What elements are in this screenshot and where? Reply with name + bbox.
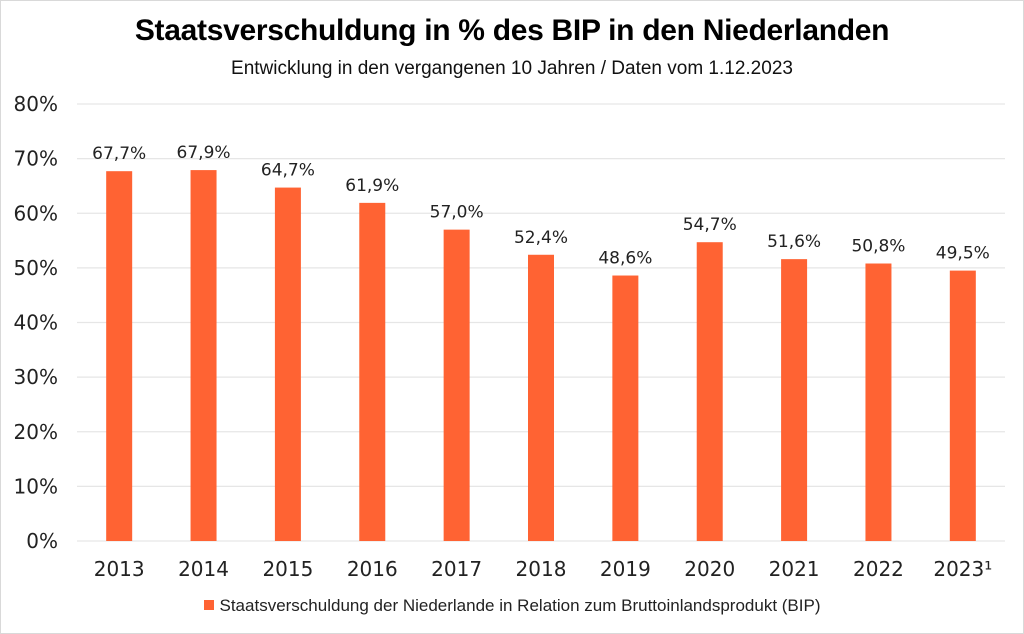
y-tick-label: 80% xyxy=(14,92,58,116)
x-tick-label: 2021 xyxy=(769,557,820,581)
data-label: 49,5% xyxy=(936,244,990,264)
y-tick-label: 40% xyxy=(14,311,58,335)
x-tick-label: 2018 xyxy=(516,557,567,581)
y-tick-label: 60% xyxy=(14,201,58,225)
bar xyxy=(274,187,301,542)
bar xyxy=(612,275,639,541)
bar xyxy=(949,270,976,541)
y-tick-label: 30% xyxy=(14,365,58,389)
data-labels: 67,7% 67,9% 64,7% 61,9% 57,0% 52,4% 48,6% 54,7%… xyxy=(92,143,990,268)
data-label: 50,8% xyxy=(851,237,905,257)
y-tick-label: 50% xyxy=(14,256,58,280)
chart-subtitle: Entwicklung in den vergangenen 10 Jahren… xyxy=(231,58,793,79)
x-tick-label: 2020 xyxy=(684,557,735,581)
data-label: 48,6% xyxy=(598,249,652,269)
x-tick-label: 2023¹ xyxy=(933,557,992,581)
bar xyxy=(865,263,892,541)
x-tick-label: 2022 xyxy=(853,557,904,581)
x-tick-label: 2014 xyxy=(178,557,229,581)
chart-title: Staatsverschuldung in % des BIP in den N… xyxy=(134,14,890,47)
bar xyxy=(781,259,808,541)
x-tick-label: 2013 xyxy=(94,557,145,581)
x-tick-label: 2019 xyxy=(600,557,651,581)
x-tick-label: 2016 xyxy=(347,557,398,581)
bar xyxy=(443,229,470,541)
x-axis-labels: 2013 2014 2015 2016 2017 2018 2019 2020 2021 2022… xyxy=(94,557,993,581)
x-tick-label: 2015 xyxy=(262,557,313,581)
y-tick-label: 0% xyxy=(26,529,58,553)
bar xyxy=(528,254,554,541)
bar xyxy=(359,202,386,541)
y-tick-label: 10% xyxy=(14,474,58,498)
data-label: 51,6% xyxy=(767,232,821,252)
data-label: 54,7% xyxy=(683,215,737,235)
data-label: 52,4% xyxy=(514,228,568,248)
bar xyxy=(190,170,217,541)
legend-swatch xyxy=(203,600,214,610)
data-label: 67,7% xyxy=(92,144,146,164)
bar xyxy=(106,171,133,541)
data-label: 64,7% xyxy=(261,161,315,181)
y-tick-label: 70% xyxy=(14,147,58,171)
legend-label: Staatsverschuldung der Niederlande in Re… xyxy=(219,596,821,615)
legend: Staatsverschuldung der Niederlande in Re… xyxy=(0,596,1024,616)
y-tick-label: 20% xyxy=(14,420,58,444)
data-label: 61,9% xyxy=(345,176,399,196)
data-label: 57,0% xyxy=(430,203,484,223)
bar xyxy=(696,242,723,542)
y-axis-labels: 0% 10% 20% 30% 40% 50% 60% 70% 80% xyxy=(14,92,58,553)
x-tick-label: 2017 xyxy=(431,557,482,581)
bars xyxy=(106,170,976,542)
data-label: 67,9% xyxy=(177,143,231,163)
